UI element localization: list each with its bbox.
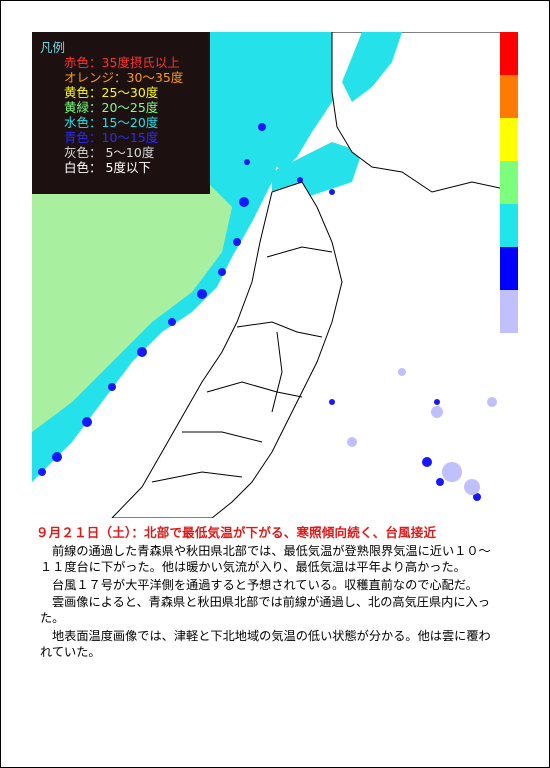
paragraph: 雲画像によると、青森県と秋田県北部では前線が通過し、北の高気圧県内に入った。 (40, 595, 490, 626)
scale-swatch-blue (500, 247, 518, 290)
paragraph: 台風１７号が大平洋側を通過すると予想されている。収穫直前なので心配だ。 (52, 577, 478, 592)
legend-item-gray: 灰色： 5～10度 (64, 145, 155, 160)
legend-item-red: 赤色：35度摂氏以上 (64, 55, 180, 70)
legend-item-blue: 青色：10～15度 (64, 130, 159, 145)
legend-item-white: 白色： 5度以下 (64, 160, 151, 175)
scale-swatch-red (500, 32, 518, 75)
paragraph: 地表面温度画像では、津軽と下北地域の気温の低い状態が分かる。他は雲に覆われていた… (40, 628, 491, 659)
scale-swatch-lavender (500, 290, 518, 333)
legend-item-yellowgreen: 黄緑：20～25度 (64, 100, 159, 115)
scale-swatch-orange (500, 75, 518, 118)
scale-swatch-white (500, 333, 518, 376)
scale-swatch-yellowgreen (500, 161, 518, 204)
scale-swatch-yellow (500, 118, 518, 161)
headline: ９月２１日（土）：北部で最低気温が下がる、寒照傾向続く、台風接近 (36, 525, 437, 540)
scale-swatch-cyan (500, 204, 518, 247)
legend-box: 凡例 赤色：35度摂氏以上 オレンジ：30～35度 黄色：25～30度 黄緑：2… (32, 32, 210, 194)
legend-item-cyan: 水色：15～20度 (64, 115, 159, 130)
legend-title: 凡例 (40, 40, 66, 55)
legend-item-yellow: 黄色：25～30度 (64, 85, 159, 100)
color-scale-bar (500, 32, 518, 376)
temperature-map (32, 32, 518, 518)
paragraph: 前線の通過した青森県や秋田県北部では、最低気温が登熟限界気温に近い１０～１１度台… (40, 544, 491, 574)
legend-item-orange: オレンジ：30～35度 (64, 70, 184, 85)
report-body: 前線の通過した青森県や秋田県北部では、最低気温が登熟限界気温に近い１０～１１度台… (40, 544, 498, 663)
